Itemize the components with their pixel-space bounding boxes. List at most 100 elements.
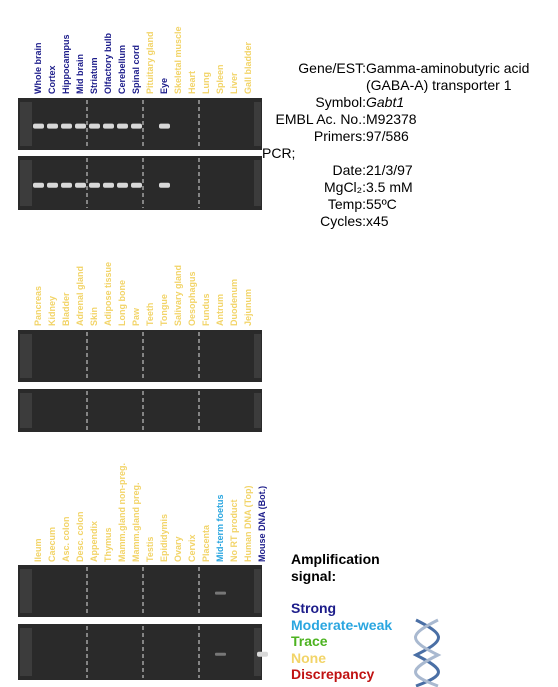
lane-label: Desc. colon [75,511,85,562]
lane-label: Spinal cord [131,45,141,94]
ladder [254,160,261,206]
ladder [254,628,261,676]
lane-label: Placenta [201,524,211,562]
lane-label: Mid brain [75,54,85,94]
lane-label: Fundus [201,294,211,327]
lane-label: Antrum [215,294,225,326]
lane-label: Duodenum [229,279,239,326]
band [47,182,58,188]
lane-label: Caecum [47,527,57,562]
ladder [254,334,261,378]
lane-label: Lung [201,72,211,94]
lane-label: Bladder [61,292,71,326]
info-row: Temp: 55ºC [262,196,556,213]
lane-label: Long bone [117,280,127,326]
lane-label: Striatum [89,57,99,94]
lane-label: Paw [131,307,141,326]
info-row: Gene/EST: Gamma-aminobutyric acid (GABA-A… [262,60,556,94]
info-key: EMBL Ac. No.: [275,111,366,127]
ladder [254,569,261,613]
lane-label: Oesophagus [187,271,197,326]
info-key: MgCl₂: [324,179,366,195]
lane-label: Ileum [33,538,43,562]
info-value: 55ºC [366,196,397,212]
info-value: M92378 [366,111,417,127]
ladder [20,334,32,378]
lane-label: Liver [229,72,239,94]
legend-item: Discrepancy [291,666,375,682]
info-key: Primers: [313,128,366,144]
ladder [20,628,32,676]
lane-label: Hippocampus [61,34,71,94]
ladder [20,393,32,428]
legend-title: Amplification signal: [291,551,380,584]
lane-label: Cervix [187,534,197,562]
legend: Amplification signal: Strong Moderate-wea… [291,551,401,683]
band [257,651,268,657]
ladder [20,569,32,613]
lane-label: Pituitary gland [145,31,155,94]
info-row: MgCl₂: 3.5 mM [262,179,556,196]
lane-label: Jejunum [243,289,253,326]
band [89,123,100,129]
lane-label: Human DNA (Top) [243,486,253,563]
lane-label: No RT product [229,500,239,563]
ladder [20,160,32,206]
band [117,182,128,188]
info-value: 3.5 mM [366,179,413,195]
band [89,182,100,188]
band [75,123,86,129]
info-row: Symbol: Gabt1 [262,94,556,111]
band [103,182,114,188]
lane-label: Ovary [173,536,183,562]
info-value: x45 [366,213,389,229]
lane-label: Tongue [159,294,169,326]
gels: Whole brain Cortex Hippocampus Mid brain Str… [18,26,268,680]
lane-label: Epididymis [159,514,169,562]
band [159,182,170,188]
lane-label: Whole brain [33,43,43,95]
lane-label: Olfactory bulb [103,32,113,94]
ladder [20,102,32,146]
lane-label: Testis [145,537,155,562]
lane-label: Mouse DNA (Bot.) [257,486,267,562]
band [47,123,58,129]
gel [18,389,262,432]
band [75,182,86,188]
info-key: Temp: [327,196,366,212]
lane-label: Gall bladder [243,41,253,94]
legend-item: Trace [291,633,328,649]
info-row: Cycles: x45 [262,213,556,230]
band [215,591,226,595]
info-value: Gamma-aminobutyric acid (GABA-A) transpo… [366,60,530,93]
band [117,123,128,129]
band [33,182,44,188]
lane-label: Spleen [215,64,225,94]
info-value: 21/3/97 [366,162,413,178]
info-row: Primers: 97/586 [262,128,556,145]
band [33,123,44,129]
lane-label: Mamm.gland non-preg. [117,463,127,562]
legend-item: Moderate-weak [291,616,393,633]
gel [18,330,262,382]
info-value: 97/586 [366,128,409,144]
band [131,123,142,129]
lane-label: Mamm.gland preg. [131,482,141,562]
gene-info: Gene/EST: Gamma-aminobutyric acid (GABA-A… [262,60,556,230]
band [215,652,226,656]
gel [18,624,262,680]
lane-label: Heart [187,71,197,94]
lane-label: Skin [89,307,99,326]
info-key: Cycles: [320,213,366,229]
info-key: Symbol: [315,94,366,110]
lane-label: Kidney [47,296,57,326]
ladder [254,393,261,428]
lane-label: Mid-term foetus [215,495,225,563]
lane-label: Pancreas [33,286,43,326]
info-value: Gabt1 [366,94,405,110]
ladder [254,102,261,146]
lane-label: Thymus [103,527,113,562]
band [131,182,142,188]
